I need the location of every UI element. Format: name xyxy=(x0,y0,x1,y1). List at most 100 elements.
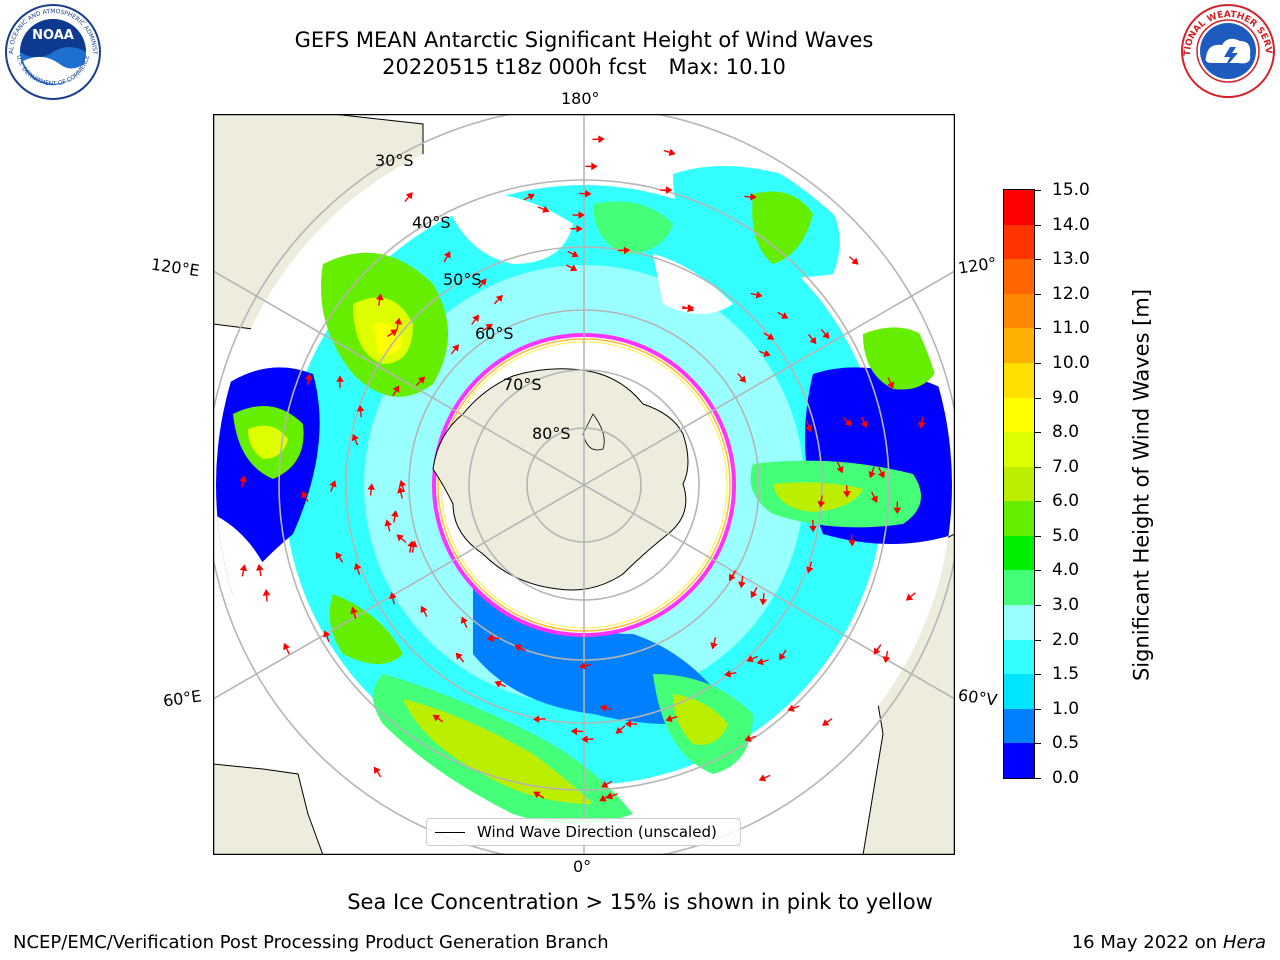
colorbar-tick xyxy=(1035,778,1041,779)
wave-arrow-head xyxy=(601,780,609,788)
lon-label-120w: 120° xyxy=(956,253,998,278)
colorbar-band xyxy=(1004,639,1034,675)
wave-arrow-head xyxy=(758,774,767,782)
wave-arrow-head xyxy=(581,735,588,744)
wave-arrow-head xyxy=(744,734,752,742)
run-info: 20220515 t18z 000h fcst xyxy=(382,55,647,79)
wave-arrow-head xyxy=(873,647,881,655)
wave-arrow-head xyxy=(398,480,407,488)
wave-arrow-head xyxy=(918,421,926,429)
wave-arrow-head xyxy=(870,495,878,503)
colorbar-tick-label: 5.0 xyxy=(1052,525,1080,546)
wave-arrow-head xyxy=(844,418,853,427)
wind-wave-arrows xyxy=(239,135,926,802)
wave-arrow-head xyxy=(472,314,479,322)
wave-arrow-head xyxy=(329,480,337,488)
colorbar-tick xyxy=(1035,501,1041,503)
colorbar-tick xyxy=(1035,708,1041,710)
colorbar-tick xyxy=(1035,743,1041,745)
wave-arrow-head xyxy=(389,591,397,600)
wave-arrow-head xyxy=(367,483,375,491)
colorbar-tick-label: 9.0 xyxy=(1052,387,1080,408)
wave-arrow-head xyxy=(821,719,830,726)
colorbar-tick-label: 12.0 xyxy=(1052,283,1090,304)
graticule xyxy=(213,114,955,855)
wave-arrow-head xyxy=(585,189,592,198)
noaa-logo-text: NOAA xyxy=(32,28,74,43)
wave-arrow-head xyxy=(779,652,786,661)
colorbar-tick-label: 7.0 xyxy=(1052,456,1080,477)
wave-arrow-head xyxy=(665,186,673,194)
wave-arrow-head xyxy=(578,211,585,219)
wave-arrow-head xyxy=(868,471,876,479)
wave-arrow-head xyxy=(836,465,844,474)
wave-arrow-head xyxy=(443,251,451,259)
colorbar-tick xyxy=(1035,466,1041,468)
colorbar-tick-label: 0.5 xyxy=(1052,733,1080,754)
wave-arrow-head xyxy=(624,720,632,728)
colorbar-tick xyxy=(1035,639,1041,641)
colorbar-band xyxy=(1004,293,1034,329)
max-value: Max: 10.10 xyxy=(668,55,786,79)
wave-arrow-head xyxy=(822,331,830,339)
wave-arrow-head xyxy=(817,500,826,508)
wave-arrow-head xyxy=(599,794,607,802)
wave-arrow-head xyxy=(746,655,754,663)
wave-arrow-head xyxy=(350,606,358,615)
wave-arrow-head xyxy=(301,490,309,499)
wave-arrow-head xyxy=(570,264,578,272)
lon-label-120e: 120°E xyxy=(149,254,201,281)
wave-arrow-head xyxy=(843,491,851,498)
wave-arrow-head xyxy=(599,704,607,712)
colorbar-band xyxy=(1004,604,1034,640)
colorbar-band xyxy=(1004,500,1034,536)
colorbar-tick xyxy=(1035,570,1041,572)
wave-arrow-head xyxy=(780,312,789,319)
legend-line-sample xyxy=(435,832,465,834)
lat-label-30s: 30°S xyxy=(375,151,414,170)
nws-logo: NATIONAL WEATHER SERVICE xyxy=(1174,0,1278,103)
wave-arrow-head xyxy=(605,792,614,800)
wave-arrow-head xyxy=(356,404,365,412)
colorbar-band xyxy=(1004,258,1034,294)
wave-arrow-head xyxy=(405,192,413,200)
wave-arrow-head xyxy=(571,250,579,258)
colorbar-tick xyxy=(1035,328,1041,330)
colorbar-tick xyxy=(1035,397,1041,399)
lon-label-0: 0° xyxy=(573,857,592,876)
wave-arrow-head xyxy=(687,304,695,312)
colorbar-tick xyxy=(1035,224,1041,226)
colorbar-tick-label: 4.0 xyxy=(1052,560,1080,581)
colorbar-band xyxy=(1004,466,1034,502)
wave-arrow-head xyxy=(805,424,813,433)
wave-arrow-head xyxy=(615,726,623,734)
wave-arrow-head xyxy=(452,344,459,352)
wave-arrow-head xyxy=(591,162,598,171)
wave-arrow-head xyxy=(787,704,795,712)
wave-arrow-head xyxy=(809,525,817,533)
wave-arrow-head xyxy=(304,373,313,381)
colorbar-band xyxy=(1004,673,1034,709)
colorbar-tick-label: 11.0 xyxy=(1052,318,1090,339)
map-legend: Wind Wave Direction (unscaled) xyxy=(426,818,741,846)
wave-arrow-head xyxy=(809,336,817,345)
wave-arrow-head xyxy=(460,616,468,624)
land-africa xyxy=(213,763,324,855)
wave-arrow-head xyxy=(860,420,868,429)
wave-arrow-head xyxy=(665,714,673,723)
wave-arrow-head xyxy=(375,293,384,301)
wave-arrow-head xyxy=(851,257,859,265)
wave-arrow-head xyxy=(887,381,895,389)
colorbar-tick xyxy=(1035,293,1041,295)
wave-arrow-head xyxy=(256,563,264,571)
run-date: 16 May 2022 on Hera xyxy=(1072,932,1266,953)
wave-arrow-head xyxy=(432,714,441,722)
colorbar-tick xyxy=(1035,190,1041,191)
colorbar-band xyxy=(1004,708,1034,744)
wave-arrow-head xyxy=(576,224,583,233)
wave-arrow-head xyxy=(542,205,550,213)
colorbar-tick-label: 3.0 xyxy=(1052,595,1080,616)
colorbar-tick xyxy=(1035,432,1041,434)
wave-arrow-head xyxy=(485,323,493,331)
wave-arrow-head xyxy=(239,564,248,572)
